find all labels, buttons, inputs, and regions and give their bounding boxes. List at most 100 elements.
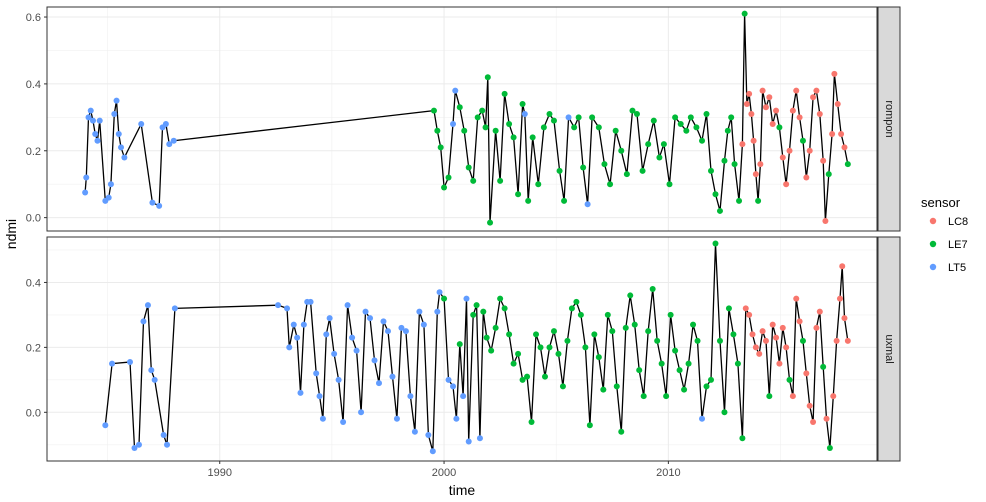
- data-point-lc8: [759, 87, 766, 94]
- data-point-le7: [441, 295, 448, 302]
- data-point-le7: [595, 354, 602, 361]
- data-point-lt5: [87, 107, 94, 114]
- data-point-lt5: [380, 318, 387, 325]
- data-point-le7: [580, 164, 587, 171]
- data-point-lc8: [742, 305, 749, 312]
- data-point-le7: [441, 184, 448, 191]
- data-point-le7: [595, 124, 602, 131]
- data-point-le7: [708, 167, 714, 174]
- data-point-lt5: [94, 137, 101, 144]
- data-point-lt5: [313, 370, 320, 377]
- data-point-le7: [479, 107, 486, 114]
- data-point-le7: [645, 328, 652, 335]
- data-point-lt5: [411, 428, 418, 435]
- data-point-lt5: [425, 432, 432, 439]
- data-point-le7: [524, 373, 531, 380]
- data-point-lt5: [376, 380, 382, 387]
- data-point-lt5: [284, 305, 291, 312]
- y-tick-label: 0.0: [26, 407, 41, 419]
- data-point-le7: [470, 177, 477, 184]
- data-point-lt5: [148, 367, 155, 374]
- data-point-lt5: [565, 114, 572, 121]
- y-tick-label: 0.6: [26, 12, 41, 24]
- data-point-lt5: [156, 202, 163, 209]
- data-point-le7: [631, 321, 638, 328]
- data-point-lt5: [335, 376, 342, 383]
- data-point-le7: [461, 127, 468, 134]
- data-point-lt5: [699, 415, 706, 422]
- x-tick-label: 2010: [656, 467, 680, 479]
- data-point-le7: [529, 134, 536, 141]
- data-point-le7: [456, 104, 463, 111]
- data-point-lc8: [803, 174, 810, 181]
- data-point-lt5: [384, 328, 391, 335]
- data-point-lt5: [140, 318, 147, 325]
- data-point-lt5: [323, 331, 330, 338]
- legend-key-lc8: [929, 217, 937, 225]
- data-point-le7: [575, 114, 582, 121]
- data-point-lt5: [453, 415, 460, 422]
- data-point-lt5: [463, 295, 470, 302]
- panel-rompon: 0.0 0.2 0.4 0.6 rompon: [26, 6, 901, 232]
- data-point-le7: [639, 167, 646, 174]
- data-point-lt5: [429, 448, 436, 455]
- data-point-lt5: [290, 321, 297, 328]
- data-point-lt5: [476, 435, 483, 442]
- data-point-le7: [604, 311, 611, 318]
- data-point-le7: [666, 181, 673, 188]
- data-point-le7: [591, 331, 598, 338]
- data-point-lc8: [813, 87, 820, 94]
- data-point-le7: [607, 181, 614, 188]
- data-point-lt5: [160, 432, 167, 439]
- data-point-lc8: [839, 263, 846, 270]
- data-point-lt5: [127, 358, 133, 365]
- data-point-lt5: [362, 308, 369, 315]
- data-point-le7: [685, 360, 692, 367]
- data-point-le7: [609, 328, 616, 335]
- data-point-lc8: [789, 393, 796, 400]
- data-point-lc8: [779, 324, 786, 331]
- data-point-lt5: [121, 154, 128, 161]
- data-point-lt5: [420, 321, 427, 328]
- data-point-lt5: [358, 409, 365, 416]
- data-point-lt5: [170, 137, 177, 144]
- data-point-lc8: [750, 137, 757, 144]
- data-point-lt5: [92, 131, 99, 138]
- data-point-le7: [445, 174, 452, 181]
- data-point-lc8: [834, 100, 841, 107]
- data-point-le7: [613, 383, 620, 390]
- data-point-lc8: [769, 121, 776, 128]
- data-point-le7: [656, 154, 663, 161]
- legend-label-le7: LE7: [948, 239, 968, 251]
- data-point-le7: [474, 114, 481, 121]
- data-point-lt5: [144, 302, 151, 309]
- data-point-lc8: [833, 337, 840, 344]
- data-point-le7: [571, 124, 578, 131]
- data-point-lt5: [166, 141, 173, 148]
- data-point-lt5: [450, 383, 457, 390]
- data-point-le7: [654, 337, 661, 344]
- data-point-le7: [699, 137, 706, 144]
- y-tick-label: 0.4: [26, 277, 41, 289]
- data-point-le7: [480, 308, 487, 315]
- panel-uxmal: 0.0 0.2 0.4 uxmal: [26, 236, 901, 462]
- data-point-le7: [658, 360, 665, 367]
- data-point-lc8: [776, 360, 783, 367]
- data-point-lc8: [773, 107, 780, 114]
- data-point-le7: [470, 311, 477, 318]
- data-point-le7: [484, 74, 491, 81]
- data-point-le7: [786, 376, 793, 383]
- legend: sensor LC8 LE7 LT5: [921, 195, 968, 274]
- data-point-lc8: [789, 107, 796, 114]
- data-point-le7: [687, 114, 694, 121]
- data-point-lc8: [830, 393, 837, 400]
- data-point-lt5: [340, 419, 347, 426]
- data-point-le7: [799, 137, 806, 144]
- data-point-lc8: [836, 295, 843, 302]
- panel-border: [46, 236, 878, 462]
- data-point-lt5: [465, 438, 472, 445]
- facet-strip: [877, 6, 901, 232]
- data-point-lt5: [398, 324, 405, 331]
- panel-border: [46, 6, 878, 232]
